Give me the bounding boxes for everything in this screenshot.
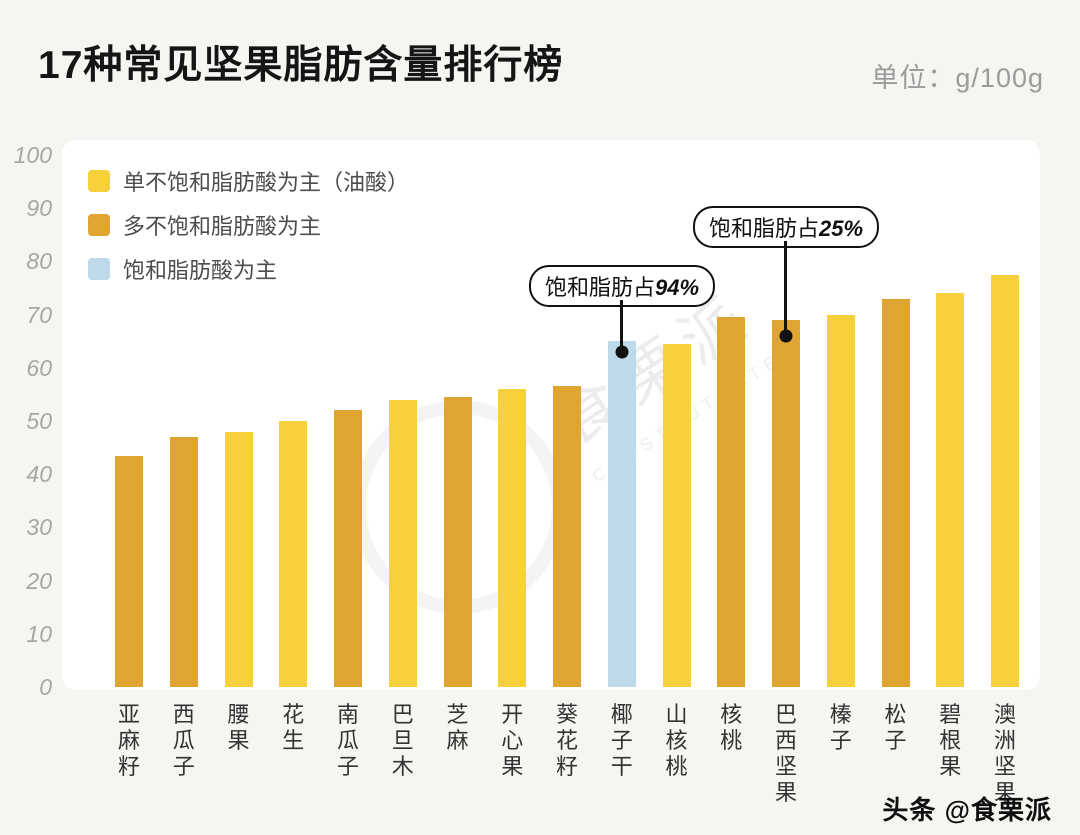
x-label-椰子干: 椰子干 [610,702,633,779]
x-label-山核桃: 山核桃 [665,702,688,779]
annotation-pointer-line [620,300,623,346]
bar-西瓜子 [169,437,198,687]
bar-亚麻籽 [115,455,143,687]
x-label-松子: 松子 [884,702,907,753]
legend-item-monounsaturated: 单不饱和脂肪酸为主（油酸） [88,166,409,196]
legend-item-saturated: 饱和脂肪酸为主 [88,254,409,284]
bar-葵花籽 [553,386,581,687]
credit-watermark: 头条 @食栗派 [882,795,1052,825]
bar-核桃 [717,317,746,687]
annotation-pointer-dot [779,329,793,343]
x-label-亚麻籽: 亚麻籽 [117,702,140,779]
x-label-榛子: 榛子 [829,702,852,753]
x-label-花生: 花生 [282,702,305,753]
legend-swatch-blue [88,258,110,280]
bar-碧根果 [936,293,965,687]
x-label-西瓜子: 西瓜子 [172,702,195,779]
x-label-腰果: 腰果 [227,702,250,753]
legend-label: 多不饱和脂肪酸为主 [123,214,322,239]
x-label-澳洲坚果: 澳洲坚果 [993,702,1016,805]
x-label-核桃: 核桃 [720,702,743,753]
y-tick-80: 80 [26,248,52,275]
y-tick-50: 50 [26,408,52,434]
annotation-text: 饱和脂肪占 [708,216,819,241]
bar-山核桃 [662,343,691,687]
x-label-巴旦木: 巴旦木 [391,702,414,779]
x-label-南瓜子: 南瓜子 [336,702,359,779]
annotation-value: 25% [818,216,864,241]
x-label-葵花籽: 葵花籽 [555,702,578,779]
y-tick-40: 40 [26,461,52,488]
y-tick-0: 0 [39,674,52,700]
legend: 单不饱和脂肪酸为主（油酸） 多不饱和脂肪酸为主 饱和脂肪酸为主 [88,166,409,298]
bar-松子 [881,298,910,687]
x-label-巴西坚果: 巴西坚果 [774,702,797,805]
y-tick-30: 30 [26,514,52,541]
y-tick-60: 60 [26,354,52,381]
y-tick-10: 10 [26,620,52,647]
bar-腰果 [224,431,253,687]
page-title: 17种常见坚果脂肪含量排行榜 [38,44,564,87]
bars-group [62,140,1040,690]
legend-label: 单不饱和脂肪酸为主（油酸） [123,170,410,195]
bar-榛子 [826,314,855,687]
bar-澳洲坚果 [991,274,1019,687]
bar-巴旦木 [388,399,417,687]
y-tick-100: 100 [13,142,52,168]
x-label-芝麻: 芝麻 [446,702,469,753]
bar-南瓜子 [334,410,362,687]
legend-label: 饱和脂肪酸为主 [123,258,278,283]
legend-swatch-yellow [88,170,110,192]
y-tick-20: 20 [26,567,52,594]
bar-开心果 [498,389,527,687]
annotation-pointer-dot [615,345,629,359]
annotation-pointer-line [784,241,787,330]
bar-芝麻 [443,397,472,687]
annotation-value: 94% [654,275,700,300]
annotation-text: 饱和脂肪占 [544,275,655,300]
y-tick-90: 90 [26,195,52,222]
legend-item-polyunsaturated: 多不饱和脂肪酸为主 [88,210,409,240]
unit-label: 单位：g/100g [871,63,1044,93]
bar-花生 [279,421,308,687]
y-tick-70: 70 [26,301,52,328]
x-label-开心果: 开心果 [501,702,524,779]
x-label-碧根果: 碧根果 [939,702,962,779]
bar-椰子干 [607,341,636,687]
plot-area: 食栗派 CHESTNUTMATES 单不饱和脂肪酸为主（油酸） 多不饱和脂肪酸为… [62,140,1040,690]
bar-巴西坚果 [772,319,800,687]
legend-swatch-orange [88,214,110,236]
